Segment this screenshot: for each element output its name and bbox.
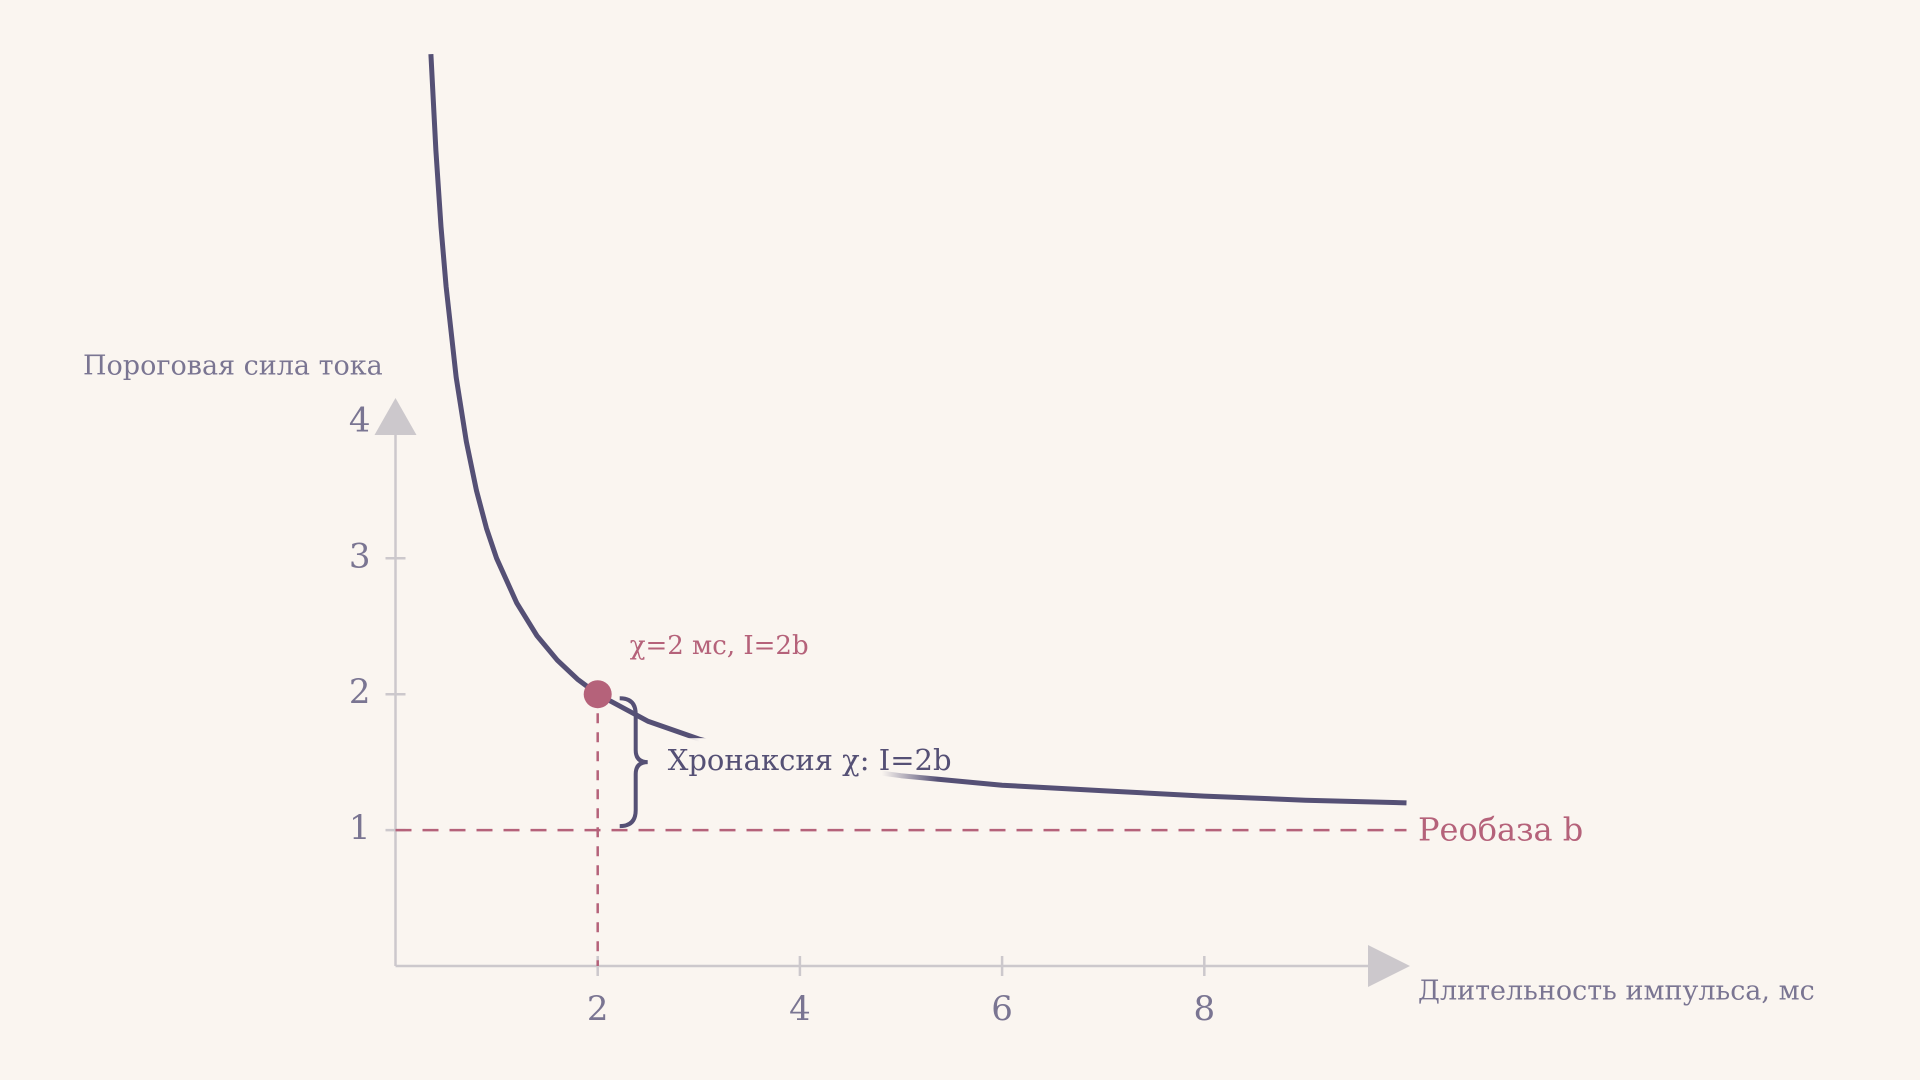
y-axis-arrow	[374, 398, 417, 435]
rheobase-label: Реобаза b	[1418, 811, 1583, 849]
y-tick-label: 3	[349, 536, 371, 576]
chronaxie-label: χ=2 мс, I=2b	[630, 631, 809, 661]
x-tick-label: 4	[789, 989, 811, 1029]
y-tick-label: 2	[349, 672, 371, 712]
curve	[428, 53, 1407, 806]
chronaxie-point	[583, 680, 612, 709]
y-tick-label: 4	[349, 400, 371, 440]
brace-label: Хронаксия χ: I=2b	[668, 743, 952, 777]
x-tick-label: 2	[587, 989, 609, 1029]
y-axis-label: Пороговая сила тока	[83, 351, 383, 382]
y-tick-label: 1	[349, 808, 371, 848]
x-tick-label: 8	[1193, 989, 1215, 1029]
x-axis-label: Длительность импульса, мс	[1418, 976, 1815, 1007]
x-axis-arrow	[1368, 945, 1410, 987]
brace-label-bg	[657, 738, 938, 785]
brace	[619, 696, 648, 829]
x-tick-label: 6	[991, 989, 1013, 1029]
